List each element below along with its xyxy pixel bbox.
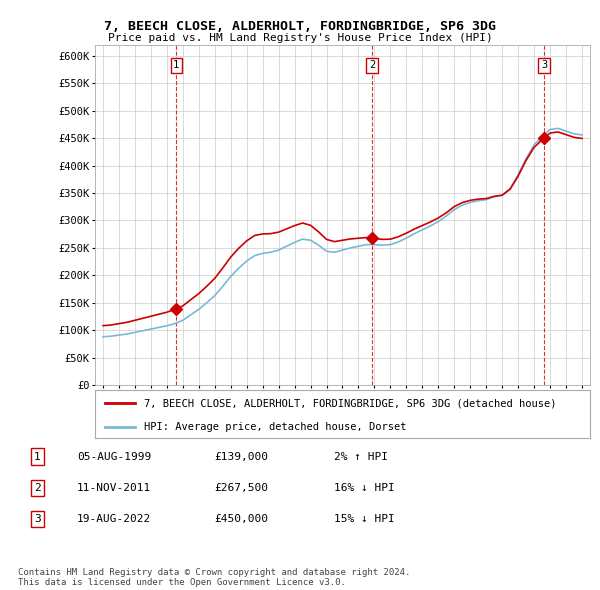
Text: 2: 2	[369, 60, 376, 70]
Text: Contains HM Land Registry data © Crown copyright and database right 2024.
This d: Contains HM Land Registry data © Crown c…	[18, 568, 410, 587]
Text: 7, BEECH CLOSE, ALDERHOLT, FORDINGBRIDGE, SP6 3DG: 7, BEECH CLOSE, ALDERHOLT, FORDINGBRIDGE…	[104, 20, 496, 33]
Text: £139,000: £139,000	[214, 451, 268, 461]
Text: 11-NOV-2011: 11-NOV-2011	[77, 483, 151, 493]
Text: 2% ↑ HPI: 2% ↑ HPI	[334, 451, 388, 461]
Text: 16% ↓ HPI: 16% ↓ HPI	[334, 483, 394, 493]
Text: 7, BEECH CLOSE, ALDERHOLT, FORDINGBRIDGE, SP6 3DG (detached house): 7, BEECH CLOSE, ALDERHOLT, FORDINGBRIDGE…	[145, 398, 557, 408]
Text: £267,500: £267,500	[214, 483, 268, 493]
Text: 2: 2	[34, 483, 40, 493]
Text: 1: 1	[173, 60, 179, 70]
Text: 05-AUG-1999: 05-AUG-1999	[77, 451, 151, 461]
Text: £450,000: £450,000	[214, 514, 268, 524]
Text: 15% ↓ HPI: 15% ↓ HPI	[334, 514, 394, 524]
Text: 19-AUG-2022: 19-AUG-2022	[77, 514, 151, 524]
Text: 1: 1	[34, 451, 40, 461]
Text: 3: 3	[541, 60, 547, 70]
Text: HPI: Average price, detached house, Dorset: HPI: Average price, detached house, Dors…	[145, 422, 407, 432]
Text: Price paid vs. HM Land Registry's House Price Index (HPI): Price paid vs. HM Land Registry's House …	[107, 33, 493, 43]
Text: 3: 3	[34, 514, 40, 524]
